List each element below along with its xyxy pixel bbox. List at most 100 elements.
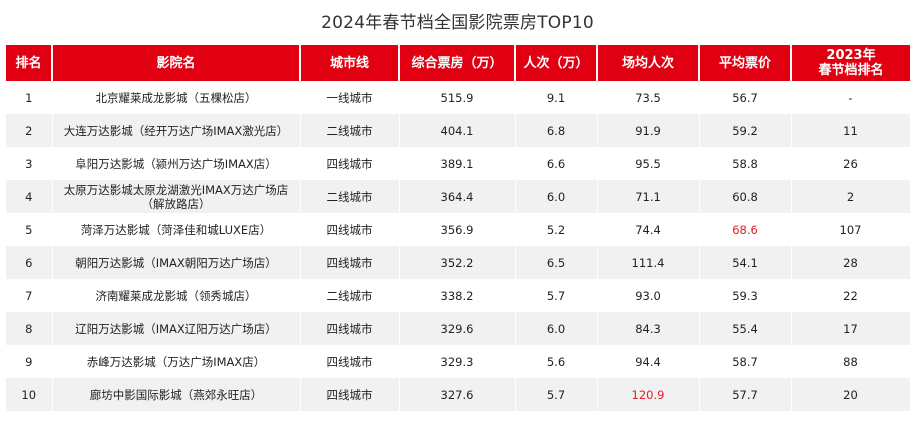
- cell-avg-price: 56.7: [699, 81, 792, 114]
- column-header-city-tier: 城市线: [300, 45, 400, 81]
- table-row: 7 济南耀莱成龙影城（领秀城店） 二线城市 338.2 5.7 93.0 59.3 22: [6, 279, 911, 312]
- cell-avg-attendance: 120.9: [597, 378, 700, 411]
- cell-cinema-name: 廊坊中影国际影城（燕郊永旺店）: [52, 378, 301, 411]
- cell-rank: 10: [6, 378, 53, 411]
- cell-rank-2023: 11: [791, 114, 911, 147]
- cell-city-tier: 四线城市: [300, 213, 400, 246]
- cell-city-tier: 四线城市: [300, 147, 400, 180]
- cell-admissions: 9.1: [515, 81, 598, 114]
- cell-avg-attendance: 74.4: [597, 213, 700, 246]
- table-row: 4 太原万达影城太原龙湖激光IMAX万达广场店 （解放路店） 二线城市 364.4 6.…: [6, 180, 911, 213]
- column-header-avg-attendance: 场均人次: [597, 45, 700, 81]
- cell-avg-price: 60.8: [699, 180, 792, 213]
- cell-city-tier: 四线城市: [300, 246, 400, 279]
- cell-avg-attendance: 93.0: [597, 279, 700, 312]
- cell-avg-attendance: 94.4: [597, 345, 700, 378]
- cell-box-office: 404.1: [399, 114, 516, 147]
- cell-box-office: 327.6: [399, 378, 516, 411]
- cell-rank: 9: [6, 345, 53, 378]
- cell-city-tier: 四线城市: [300, 378, 400, 411]
- cell-city-tier: 四线城市: [300, 345, 400, 378]
- cell-admissions: 6.0: [515, 180, 598, 213]
- table-row: 8 辽阳万达影城（IMAX辽阳万达广场店） 四线城市 329.6 6.0 84.3 55.4…: [6, 312, 911, 345]
- cell-admissions: 5.6: [515, 345, 598, 378]
- cell-cinema-name: 赤峰万达影城（万达广场IMAX店）: [52, 345, 301, 378]
- cell-box-office: 329.6: [399, 312, 516, 345]
- cell-box-office: 515.9: [399, 81, 516, 114]
- table-header-row: 排名 影院名 城市线 综合票房（万） 人次（万） 场均人次 平均票价 2023年 春节档排名: [6, 45, 910, 81]
- table-row: 2 大连万达影城（经开万达广场IMAX激光店） 二线城市 404.1 6.8 91.9 59…: [6, 114, 911, 147]
- cell-rank-2023: 2: [791, 180, 911, 213]
- cell-cinema-name: 菏泽万达影城（菏泽佳和城LUXE店）: [52, 213, 301, 246]
- cell-rank-2023: 22: [791, 279, 911, 312]
- table-row: 1 北京耀莱成龙影城（五棵松店） 一线城市 515.9 9.1 73.5 56.7-: [6, 81, 911, 114]
- cell-rank-2023: 20: [791, 378, 911, 411]
- cell-box-office: 356.9: [399, 213, 516, 246]
- cell-box-office: 352.2: [399, 246, 516, 279]
- cell-box-office: 338.2: [399, 279, 516, 312]
- cell-city-tier: 四线城市: [300, 312, 400, 345]
- cell-avg-price: 68.6: [699, 213, 792, 246]
- cell-rank: 2: [6, 114, 53, 147]
- cell-rank-2023: 107: [791, 213, 911, 246]
- cell-admissions: 6.6: [515, 147, 598, 180]
- cell-cinema-name: 济南耀莱成龙影城（领秀城店）: [52, 279, 301, 312]
- cell-rank-2023: 17: [791, 312, 911, 345]
- cell-admissions: 6.5: [515, 246, 598, 279]
- cell-avg-price: 58.8: [699, 147, 792, 180]
- cell-rank: 7: [6, 279, 53, 312]
- column-header-rank-2023: 2023年 春节档排名: [791, 45, 910, 81]
- cell-cinema-name: 大连万达影城（经开万达广场IMAX激光店）: [52, 114, 301, 147]
- cell-admissions: 5.7: [515, 378, 598, 411]
- cell-avg-price: 58.7: [699, 345, 792, 378]
- cell-avg-price: 57.7: [699, 378, 792, 411]
- cell-city-tier: 二线城市: [300, 180, 400, 213]
- column-header-box-office: 综合票房（万）: [399, 45, 516, 81]
- table-row: 3 阜阳万达影城（颍州万达广场IMAX店） 四线城市 389.1 6.6 95.5 58.8…: [6, 147, 911, 180]
- cell-avg-price: 59.2: [699, 114, 792, 147]
- page-title: 2024年春节档全国影院票房TOP10: [321, 13, 594, 33]
- cell-rank-2023: -: [791, 81, 911, 114]
- cell-avg-attendance: 71.1: [597, 180, 700, 213]
- table-row: 9 赤峰万达影城（万达广场IMAX店） 四线城市 329.3 5.6 94.4 58.7 88: [6, 345, 911, 378]
- cell-cinema-name: 北京耀莱成龙影城（五棵松店）: [52, 81, 301, 114]
- cell-rank-2023: 26: [791, 147, 911, 180]
- column-header-admissions: 人次（万）: [515, 45, 598, 81]
- cell-cinema-name: 朝阳万达影城（IMAX朝阳万达广场店）: [52, 246, 301, 279]
- cell-avg-attendance: 111.4: [597, 246, 700, 279]
- cell-avg-price: 55.4: [699, 312, 792, 345]
- cell-cinema-name: 辽阳万达影城（IMAX辽阳万达广场店）: [52, 312, 301, 345]
- cell-admissions: 5.2: [515, 213, 598, 246]
- table-body: 1 北京耀莱成龙影城（五棵松店） 一线城市 515.9 9.1 73.5 56.7-2 大连万…: [6, 81, 911, 411]
- cell-admissions: 5.7: [515, 279, 598, 312]
- column-header-rank: 排名: [6, 45, 53, 81]
- cell-rank: 6: [6, 246, 53, 279]
- cell-rank-2023: 88: [791, 345, 911, 378]
- cell-rank: 1: [6, 81, 53, 114]
- cell-avg-attendance: 91.9: [597, 114, 700, 147]
- cell-rank: 5: [6, 213, 53, 246]
- cell-city-tier: 二线城市: [300, 279, 400, 312]
- box-office-table: 排名 影院名 城市线 综合票房（万） 人次（万） 场均人次 平均票价 2023年 春节档排名 …: [6, 45, 911, 411]
- cell-box-office: 329.3: [399, 345, 516, 378]
- cell-city-tier: 一线城市: [300, 81, 400, 114]
- cell-city-tier: 二线城市: [300, 114, 400, 147]
- table-row: 10 廊坊中影国际影城（燕郊永旺店） 四线城市 327.6 5.7 120.9 57.7 20: [6, 378, 911, 411]
- cell-admissions: 6.8: [515, 114, 598, 147]
- table-row: 5 菏泽万达影城（菏泽佳和城LUXE店） 四线城市 356.9 5.2 74.4 68.6 1…: [6, 213, 911, 246]
- cell-avg-attendance: 84.3: [597, 312, 700, 345]
- cell-cinema-name: 阜阳万达影城（颍州万达广场IMAX店）: [52, 147, 301, 180]
- cell-avg-price: 54.1: [699, 246, 792, 279]
- table-row: 6 朝阳万达影城（IMAX朝阳万达广场店） 四线城市 352.2 6.5 111.4 54.…: [6, 246, 911, 279]
- cell-box-office: 389.1: [399, 147, 516, 180]
- cell-cinema-name: 太原万达影城太原龙湖激光IMAX万达广场店 （解放路店）: [52, 180, 301, 213]
- column-header-cinema-name: 影院名: [52, 45, 301, 81]
- cell-rank: 4: [6, 180, 53, 213]
- cell-rank: 3: [6, 147, 53, 180]
- cell-avg-price: 59.3: [699, 279, 792, 312]
- cell-box-office: 364.4: [399, 180, 516, 213]
- cell-avg-attendance: 95.5: [597, 147, 700, 180]
- cell-admissions: 6.0: [515, 312, 598, 345]
- cell-avg-attendance: 73.5: [597, 81, 700, 114]
- cell-rank-2023: 28: [791, 246, 911, 279]
